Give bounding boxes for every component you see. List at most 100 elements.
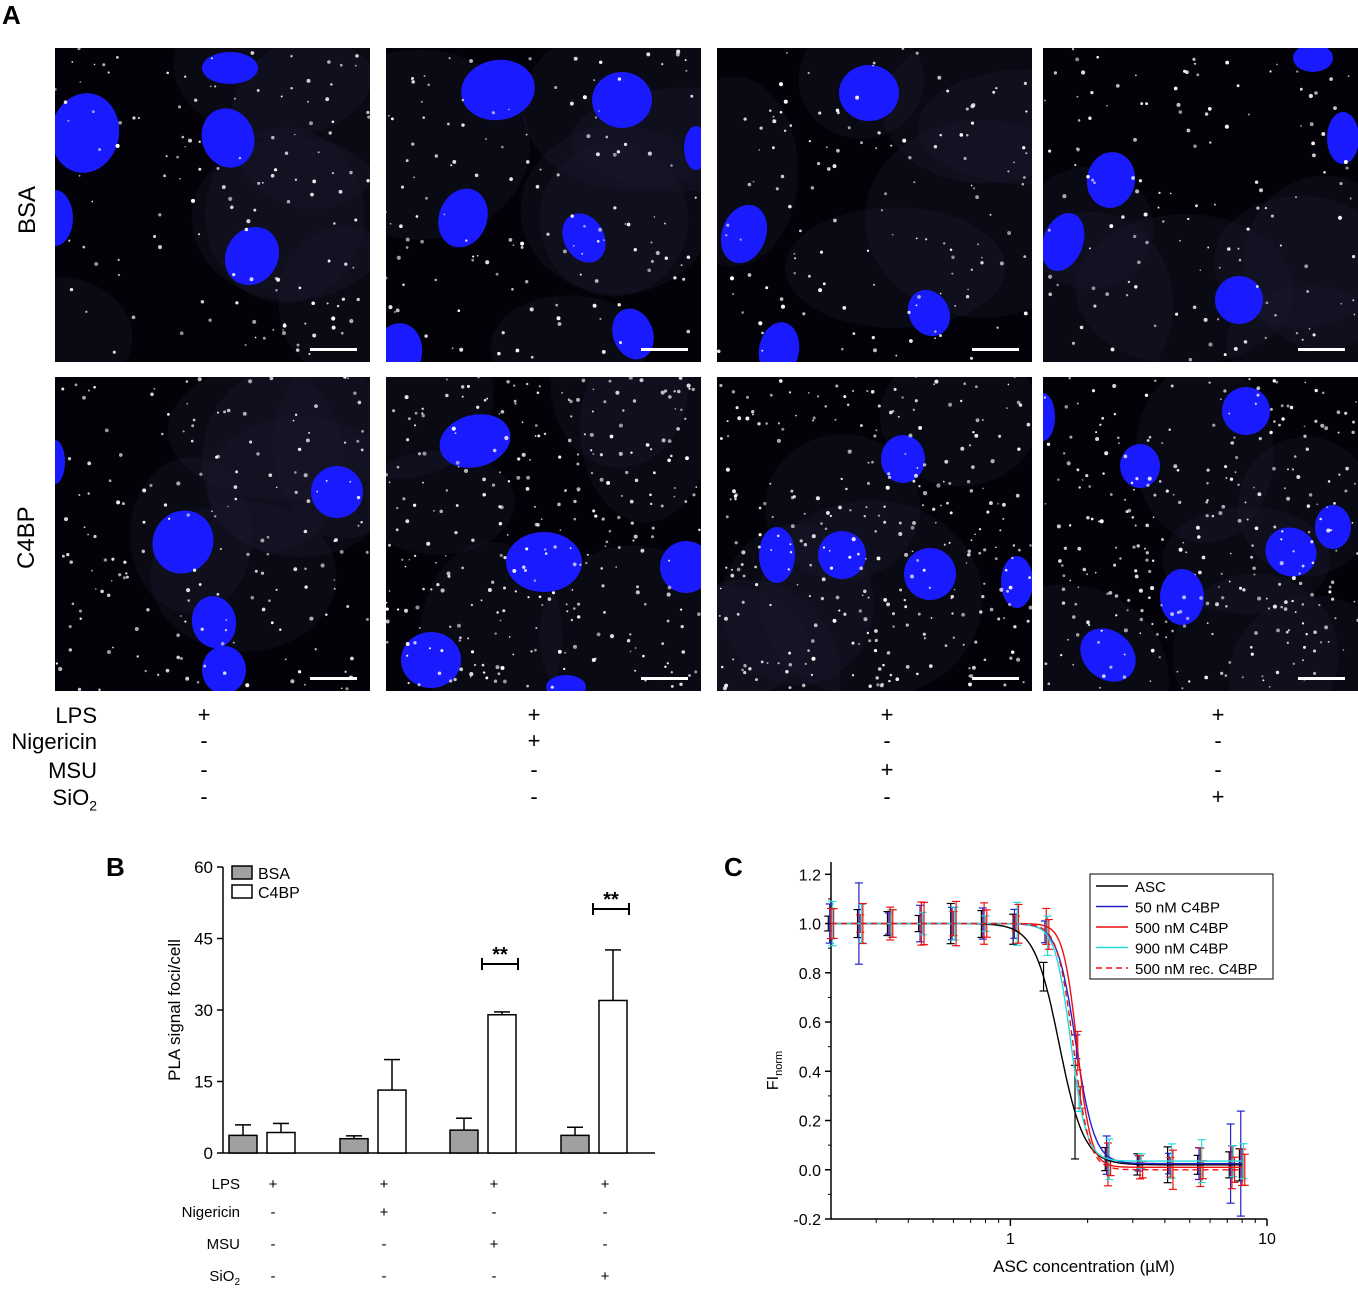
nucleus xyxy=(386,323,423,362)
nucleus xyxy=(1120,444,1160,488)
micrograph-c4bp-2 xyxy=(386,377,701,691)
treatment-symbol: - xyxy=(883,784,891,809)
nucleus xyxy=(461,59,535,121)
nucleus xyxy=(202,52,258,84)
micrograph-c4bp-3 xyxy=(717,377,1032,691)
nucleus xyxy=(506,532,582,592)
micrograph-c4bp-4 xyxy=(1043,377,1358,691)
nucleus xyxy=(1043,393,1055,441)
treatment-symbol: - xyxy=(200,728,208,753)
nucleus xyxy=(55,440,65,484)
y-tick-label: 1.2 xyxy=(799,867,821,884)
nucleus xyxy=(401,632,461,688)
treatment-label-lps: LPS xyxy=(55,703,97,728)
legend-label: BSA xyxy=(258,866,290,883)
y-tick-label: 0.4 xyxy=(799,1064,821,1081)
treatment-symbol: - xyxy=(271,1236,276,1253)
legend-label: C4BP xyxy=(258,885,300,902)
treatment-label: Nigericin xyxy=(182,1204,240,1221)
micrograph-bsa-2 xyxy=(386,48,701,362)
y-axis-label: FInorm xyxy=(765,1051,785,1090)
legend-label: ASC xyxy=(1135,879,1166,896)
micrograph-bsa-3 xyxy=(717,48,1032,362)
bar-bsa xyxy=(449,1129,479,1154)
nucleus xyxy=(1215,276,1263,324)
treatment-symbol: + xyxy=(527,702,541,727)
treatment-symbol: + xyxy=(269,1176,278,1193)
treatment-symbol: + xyxy=(880,702,894,727)
nucleus xyxy=(546,675,586,691)
nucleus xyxy=(720,204,768,264)
nucleus xyxy=(439,414,511,468)
scale-bar xyxy=(310,348,357,351)
bar-bsa xyxy=(339,1137,369,1154)
bar-c4bp xyxy=(377,1089,407,1154)
treatment-symbol: - xyxy=(382,1268,387,1285)
bar-chart: 0 15 30 45 60 PLA signal foci/cell ** ** BSA C4BP… xyxy=(165,858,655,1288)
significance-label: ** xyxy=(492,944,508,966)
bar-c4bp xyxy=(266,1131,296,1154)
treatment-symbol: + xyxy=(197,702,211,727)
treatment-label-sio2: SiO2 xyxy=(52,785,97,814)
micrograph-bsa-1 xyxy=(55,48,370,362)
nucleus xyxy=(55,93,120,173)
y-tick-label: 0.6 xyxy=(799,1015,821,1032)
nucleus xyxy=(191,596,237,648)
treatment-symbol: + xyxy=(380,1176,389,1193)
x-axis-label: ASC concentration (µM) xyxy=(993,1257,1175,1276)
nucleus xyxy=(55,190,73,246)
treatment-symbol: + xyxy=(601,1268,610,1285)
scale-bar xyxy=(972,348,1019,351)
treatment-symbol: + xyxy=(880,757,894,782)
scale-bar xyxy=(1298,348,1345,351)
nucleus xyxy=(224,226,280,286)
nucleus xyxy=(1160,569,1204,625)
nucleus xyxy=(1043,212,1085,272)
nucleus xyxy=(839,65,899,121)
nucleus xyxy=(1265,527,1317,577)
panel-b-letter: B xyxy=(106,852,125,882)
nucleus xyxy=(907,289,951,337)
treatment-label-msu: MSU xyxy=(48,758,97,783)
nucleus xyxy=(881,435,925,483)
nucleus xyxy=(438,188,488,248)
scale-bar xyxy=(641,677,688,680)
treatment-symbol: + xyxy=(490,1176,499,1193)
nucleus xyxy=(592,72,652,128)
curve-500-nm-rec-c4bp xyxy=(831,922,1243,1171)
bar-c4bp xyxy=(487,1014,517,1154)
treatment-symbol: - xyxy=(492,1268,497,1285)
scale-bar xyxy=(641,348,688,351)
row-label-bsa: BSA xyxy=(14,185,41,234)
treatment-symbol: + xyxy=(490,1236,499,1253)
nucleus xyxy=(1315,505,1351,549)
x-tick-label: 10 xyxy=(1258,1231,1276,1248)
treatment-symbol: + xyxy=(1211,784,1225,809)
treatment-symbol: - xyxy=(530,784,538,809)
treatment-symbol: - xyxy=(492,1204,497,1221)
micrograph-bsa-4 xyxy=(1043,48,1358,362)
legend-label: 50 nM C4BP xyxy=(1135,900,1220,917)
nucleus xyxy=(1001,556,1032,608)
y-tick-label: -0.2 xyxy=(793,1212,821,1229)
treatment-symbol: - xyxy=(603,1204,608,1221)
y-axis-label: PLA signal foci/cell xyxy=(165,939,184,1081)
treatment-symbol: + xyxy=(527,728,541,753)
nucleus xyxy=(684,126,701,170)
y-tick-label: 30 xyxy=(194,1001,213,1020)
legend-label: 900 nM C4BP xyxy=(1135,941,1228,958)
treatment-symbol: - xyxy=(603,1236,608,1253)
nucleus xyxy=(311,466,363,518)
nucleus xyxy=(759,527,795,583)
scale-bar xyxy=(1298,677,1345,680)
treatment-symbol: + xyxy=(1211,702,1225,727)
treatment-symbol: + xyxy=(601,1176,610,1193)
bar-c4bp xyxy=(598,999,628,1154)
y-tick-label: 0.2 xyxy=(799,1114,821,1131)
nucleus xyxy=(660,541,701,593)
scale-bar xyxy=(310,677,357,680)
treatment-label: LPS xyxy=(212,1176,240,1193)
binding-curve-chart: -0.2 0.0 0.2 0.4 0.6 0.8 1.0 1.2 1 10 ASC concentr… xyxy=(765,862,1276,1276)
treatment-symbol: + xyxy=(380,1204,389,1221)
nucleus xyxy=(758,322,800,362)
